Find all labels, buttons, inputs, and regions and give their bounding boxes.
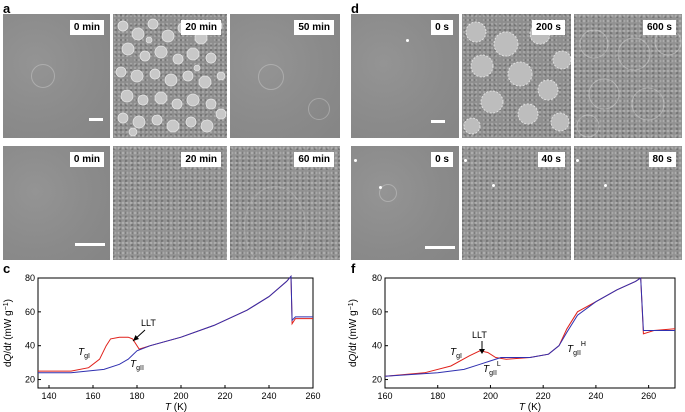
- time-label: 0 s: [431, 152, 453, 167]
- time-label: 200 s: [531, 20, 565, 35]
- annotation-tgii-h: TgIIH: [567, 341, 586, 357]
- micrograph-a-1: 20 min: [113, 14, 227, 138]
- y-tick-label: 40: [25, 341, 35, 351]
- time-label: 80 s: [648, 152, 676, 167]
- micrograph-d-2: 600 s: [574, 14, 682, 138]
- scale-bar: [431, 120, 445, 123]
- y-tick-label: 20: [372, 375, 382, 385]
- time-label: 0 s: [431, 20, 453, 35]
- micrograph-b-1: 20 min: [113, 146, 227, 260]
- panel-label-f: f: [351, 261, 356, 276]
- x-tick-label: 240: [261, 391, 276, 401]
- y-tick-label: 80: [372, 273, 382, 283]
- micrograph-d-0: 0 s: [351, 14, 459, 138]
- annotation-llt: LLT: [141, 318, 156, 328]
- scale-bar: [425, 246, 455, 249]
- annotation-tgl: TgI: [450, 347, 462, 360]
- plot-frame: [384, 277, 676, 389]
- plot-frame: [37, 277, 314, 389]
- particle: [354, 159, 357, 162]
- y-tick-label: 40: [372, 341, 382, 351]
- particle: [604, 184, 607, 187]
- y-tick-label: 80: [25, 273, 35, 283]
- x-tick-label: 200: [483, 391, 498, 401]
- time-label: 600 s: [642, 20, 676, 35]
- y-axis-label: dQ/dt (mW g−1): [3, 299, 15, 367]
- crystal-domains: [463, 21, 571, 135]
- time-label: 60 min: [294, 152, 334, 167]
- x-tick-label: 180: [129, 391, 144, 401]
- llt-arrowhead: [133, 335, 139, 341]
- micrograph-d-1: 200 s: [462, 14, 571, 138]
- x-axis-label: T (K): [165, 402, 187, 412]
- ring-mark: [379, 184, 397, 202]
- scale-bar: [75, 243, 105, 246]
- ring-mark: [31, 64, 55, 88]
- ring-mark: [258, 64, 284, 90]
- y-axis-label: dQ/dt (mW g−1): [348, 299, 360, 367]
- panel-label-a: a: [3, 1, 11, 16]
- time-label: 50 min: [294, 20, 334, 35]
- time-label: 0 min: [69, 152, 104, 167]
- x-tick-label: 160: [85, 391, 100, 401]
- x-tick-label: 200: [173, 391, 188, 401]
- particle: [406, 39, 409, 42]
- x-tick-label: 220: [536, 391, 551, 401]
- particle: [576, 159, 579, 162]
- series-line-1: [384, 277, 676, 377]
- particle: [492, 184, 495, 187]
- x-tick-label: 160: [377, 391, 392, 401]
- micrograph-e-0: 0 s: [351, 146, 459, 260]
- micrograph-b-0: 0 min: [3, 146, 110, 260]
- x-tick-label: 220: [217, 391, 232, 401]
- y-tick-label: 20: [25, 375, 35, 385]
- y-tick-label: 60: [25, 307, 35, 317]
- annotation-tgii: TgII: [130, 359, 144, 372]
- time-label: 20 min: [181, 20, 221, 35]
- series-line-2: [384, 277, 675, 377]
- particle: [379, 186, 382, 189]
- time-label: 0 min: [69, 20, 104, 35]
- time-label: 20 min: [181, 152, 221, 167]
- x-tick-label: 260: [305, 391, 320, 401]
- micrograph-b-2: 60 min: [230, 146, 340, 260]
- micrograph-a-0: 0 min: [3, 14, 110, 138]
- micrograph-e-2: 80 s: [574, 146, 682, 260]
- x-tick-label: 180: [430, 391, 445, 401]
- x-tick-label: 260: [641, 391, 656, 401]
- series-line-2: [38, 274, 313, 374]
- particle: [464, 159, 467, 162]
- x-tick-label: 240: [588, 391, 603, 401]
- ring-mark: [308, 98, 330, 120]
- annotation-tgl: TgI: [78, 347, 90, 360]
- annotation-llt: LLT: [472, 330, 487, 340]
- ring-mark: [244, 186, 306, 260]
- y-tick-label: 60: [372, 307, 382, 317]
- time-label: 40 s: [537, 152, 565, 167]
- llt-arrowhead: [479, 349, 485, 354]
- dsc-chart-c: 140 160 180 200 220 240 260 20 40 60 80 dQ/dt (mW …: [3, 273, 321, 412]
- x-axis-label: T (K): [519, 402, 541, 412]
- dsc-chart-f: 160 180 200 220 240 260 20 40 60 80 dQ/dt (mW g−1…: [348, 273, 676, 412]
- micrograph-a-2: 50 min: [230, 14, 340, 138]
- x-tick-label: 140: [41, 391, 56, 401]
- panel-label-c: c: [3, 261, 11, 276]
- panel-label-d: d: [351, 1, 359, 16]
- annotation-tgii-l: TgIIL: [483, 361, 501, 377]
- micrograph-e-1: 40 s: [462, 146, 571, 260]
- scale-bar: [89, 118, 103, 121]
